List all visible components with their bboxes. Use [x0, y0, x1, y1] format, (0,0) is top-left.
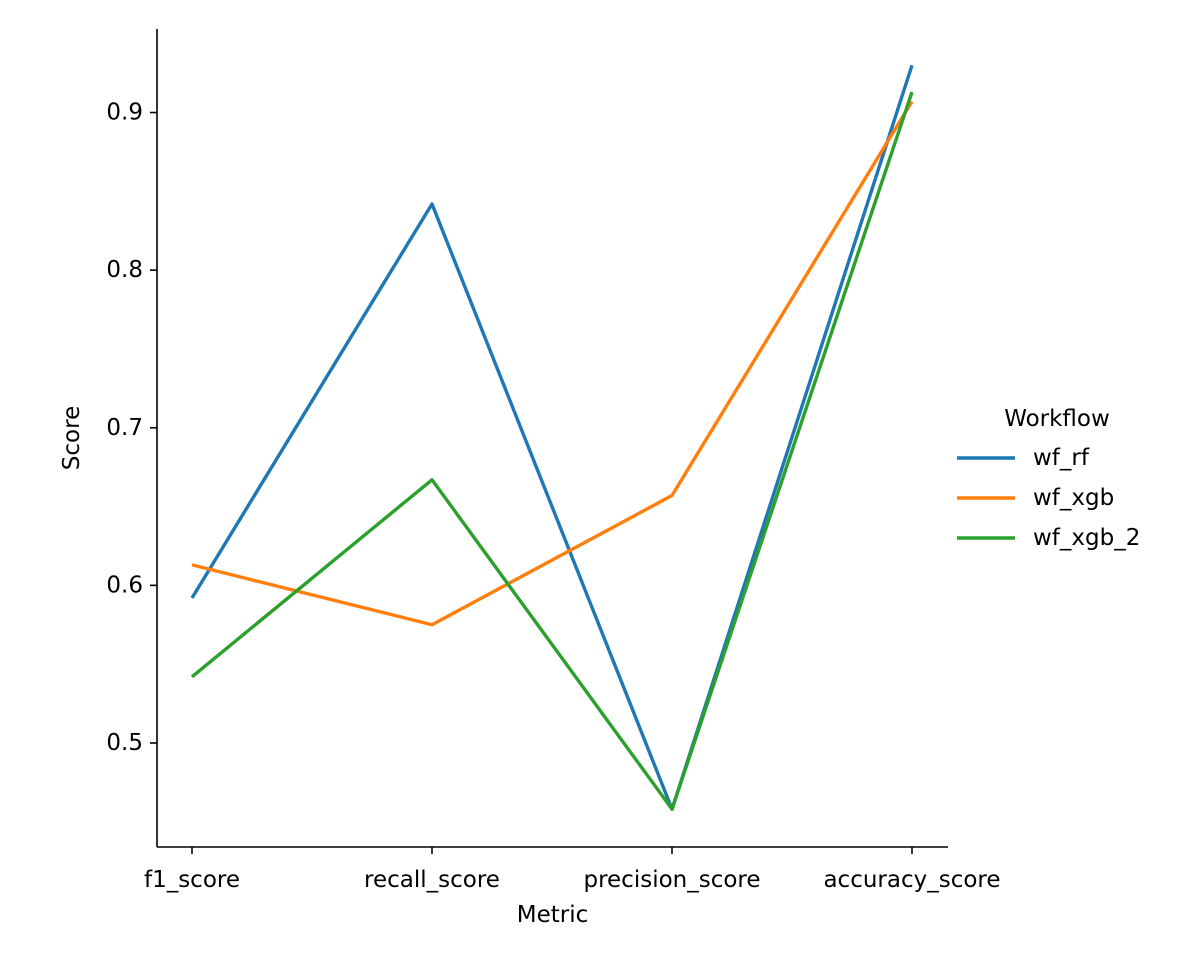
- series-line-wf_xgb: [191, 100, 914, 627]
- legend-label-wf_rf: wf_rf: [1033, 445, 1090, 471]
- axes: 0.5 0.6 0.7 0.8 0.9 f1_score recall_score preci…: [59, 29, 1001, 928]
- x-tick-label: accuracy_score: [823, 867, 1000, 893]
- y-axis-label: Score: [59, 406, 85, 470]
- legend-label-wf_xgb_2: wf_xgb_2: [1033, 525, 1140, 551]
- legend-label-wf_xgb: wf_xgb: [1033, 485, 1114, 511]
- series-line-wf_rf: [190, 64, 914, 811]
- y-tick-label: 0.5: [106, 730, 143, 756]
- legend-title: Workflow: [1004, 406, 1110, 432]
- y-tick-label: 0.7: [106, 415, 143, 441]
- series-line-wf_xgb_2: [190, 91, 914, 811]
- legend: Workflow wf_rf wf_xgb wf_xgb_2: [957, 406, 1140, 551]
- x-tick-label: f1_score: [144, 867, 240, 893]
- y-tick-label: 0.6: [106, 572, 143, 598]
- x-tick-label: recall_score: [364, 867, 500, 893]
- y-tick-label: 0.9: [106, 100, 143, 126]
- y-tick-label: 0.8: [106, 257, 143, 283]
- series-lines: [190, 64, 914, 811]
- x-axis-label: Metric: [517, 902, 589, 928]
- x-tick-label: precision_score: [583, 867, 760, 893]
